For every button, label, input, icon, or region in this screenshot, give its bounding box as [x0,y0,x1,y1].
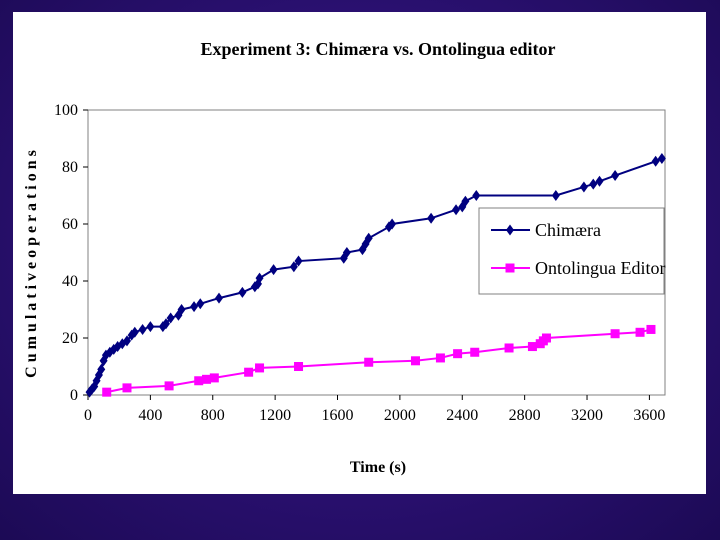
data-point [452,204,461,216]
legend-box [478,207,665,295]
series-ontolingua-editor [102,324,656,397]
x-tick-label: 400 [138,407,162,424]
x-tick-label: 3200 [571,407,603,424]
data-point [166,312,175,324]
data-point [196,298,205,310]
data-point [427,212,436,224]
y-tick-label: 20 [62,330,78,347]
data-point [635,327,645,337]
x-tick-label: 800 [201,407,225,424]
data-point [595,175,604,187]
data-point [388,218,397,230]
data-point [97,363,106,375]
data-point [130,326,139,338]
legend-label-ontolingua-editor: Ontolingua Editor [535,258,665,278]
chart-title: Experiment 3: Chimæra vs. Ontolingua edi… [201,39,556,59]
x-tick-label: 1200 [259,407,291,424]
data-point [470,347,480,357]
data-point [435,353,445,363]
data-point [122,335,131,347]
data-point [541,333,551,343]
data-point [504,343,514,353]
data-point [102,387,112,397]
data-point [657,152,666,164]
y-tick-label: 60 [62,216,78,233]
x-tick-label: 3600 [633,407,665,424]
data-point [646,324,656,334]
data-point [209,373,219,383]
data-point [342,247,351,258]
data-point [244,367,254,377]
data-point [527,342,537,352]
x-tick-label: 2400 [446,407,478,424]
data-point [461,195,470,207]
series-chim-ra [85,152,666,398]
x-axis-title: Time (s) [350,459,406,476]
data-point [364,232,373,244]
x-tick-label: 1600 [322,407,354,424]
data-point [194,376,204,386]
data-point [589,178,598,190]
data-point [122,383,132,393]
data-point [410,356,420,366]
y-tick-label: 0 [70,387,78,404]
legend: Chimæra Ontolingua Editor [478,207,665,295]
x-tick-label: 2000 [384,407,416,424]
chart: Experiment 3: Chimæra vs. Ontolingua edi… [23,39,666,476]
legend-marker-chim-ra [506,224,514,236]
legend-label-chim-ra: Chimæra [535,220,601,240]
data-point [551,190,560,201]
data-point [190,301,199,313]
data-point [472,190,481,201]
data-point [453,349,463,359]
data-point [294,362,304,371]
x-tick-label: 0 [84,407,92,424]
data-point [611,170,620,182]
data-point [651,155,660,167]
x-tick-label: 2800 [509,407,541,424]
data-point [610,329,620,339]
data-point [161,318,170,330]
y-axis-title: C u m u l a t i v e o p e r a t i o n s [23,150,40,378]
legend-marker-ontolingua-editor [505,263,515,273]
data-point [250,281,259,293]
data-point [289,261,298,273]
data-point [579,181,588,193]
data-point [164,381,174,391]
y-tick-label: 100 [54,102,78,119]
data-point [146,321,155,333]
y-tick-label: 40 [62,273,78,290]
data-point [255,363,265,373]
series-layer [85,152,666,398]
data-point [138,323,147,335]
data-point [269,264,278,276]
y-tick-label: 80 [62,159,78,176]
axis-ticks: 0 20 40 60 80 100 0 400 800 1200 1600 2000 2400 2800 3… [54,102,665,424]
data-point [202,374,212,384]
data-point [364,357,374,367]
data-point [238,286,247,298]
data-point [177,304,186,315]
slide-panel: Experiment 3: Chimæra vs. Ontolingua edi… [13,12,706,494]
data-point [214,292,223,304]
